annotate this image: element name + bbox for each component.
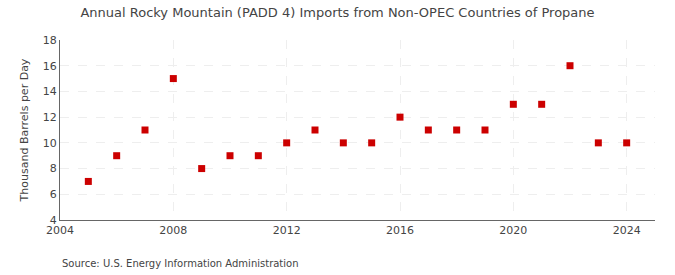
svg-text:18: 18	[43, 34, 57, 47]
svg-text:6: 6	[50, 188, 57, 201]
svg-text:2008: 2008	[159, 224, 187, 237]
svg-text:Annual Rocky Mountain (PADD 4): Annual Rocky Mountain (PADD 4) Imports f…	[80, 5, 594, 20]
svg-text:10: 10	[43, 137, 57, 150]
svg-text:4: 4	[50, 214, 57, 227]
svg-text:8: 8	[50, 162, 57, 175]
svg-text:2012: 2012	[273, 224, 301, 237]
svg-text:2020: 2020	[499, 224, 527, 237]
svg-text:2016: 2016	[386, 224, 414, 237]
svg-text:2004: 2004	[46, 224, 74, 237]
svg-text:14: 14	[43, 85, 57, 98]
svg-text:12: 12	[43, 111, 57, 124]
svg-text:Thousand Barrels per Day: Thousand Barrels per Day	[18, 58, 31, 202]
svg-text:Source: U.S. Energy Informatio: Source: U.S. Energy Information Administ…	[62, 258, 299, 269]
svg-text:2024: 2024	[613, 224, 641, 237]
svg-text:16: 16	[43, 60, 57, 73]
